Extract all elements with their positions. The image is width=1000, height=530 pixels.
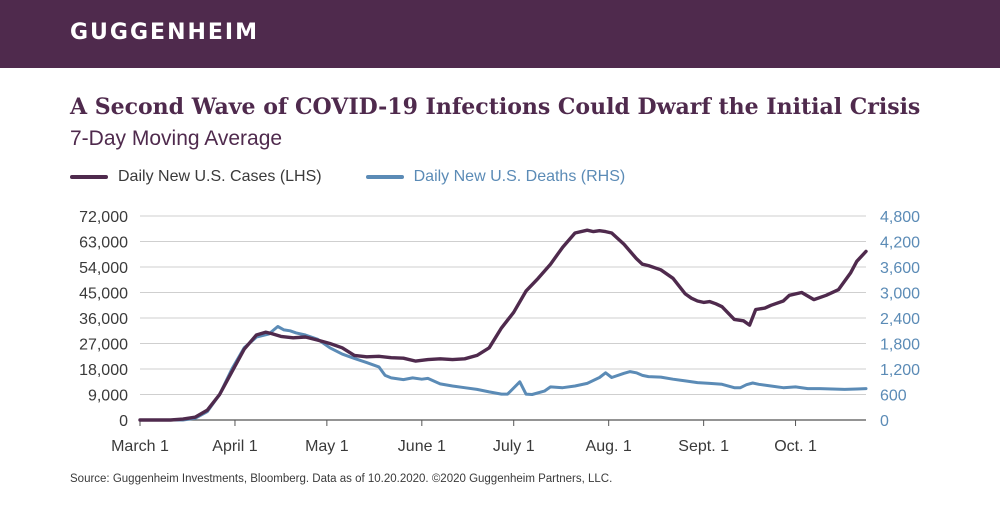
x-tick-label: July 1 [493,438,535,455]
y-tick-label-right: 1,200 [880,362,920,379]
deaths-line [138,325,868,422]
x-axis: March 1 April 1 May 1 June 1 July 1 Aug. 1 Sep… [111,420,817,455]
y-tick-label-left: 27,000 [79,337,128,354]
y-tick-label-right: 1,800 [880,337,920,354]
legend-item-cases: Daily New U.S. Cases (LHS) [70,168,322,186]
legend-item-deaths: Daily New U.S. Deaths (RHS) [365,168,626,186]
y-tick-label-right: 2,400 [880,311,920,328]
legend-swatch-deaths [365,175,404,179]
y-tick-label-right: 3,600 [880,260,920,277]
y-tick-label-right: 600 [880,388,907,405]
y-tick-label-right: 3,000 [880,286,920,303]
legend-swatch-cases [70,175,108,179]
y-tick-label-right: 0 [880,413,889,430]
legend-label-deaths: Daily New U.S. Deaths (RHS) [413,168,626,185]
chart-subtitle: 7-Day Moving Average [70,127,283,150]
chart-legend: Daily New U.S. Cases (LHS) Daily New U.S… [70,168,669,186]
header-banner: GUGGENHEIM [0,0,1000,68]
chart-series [138,228,868,422]
y-tick-label-left: 9,000 [88,388,128,405]
brand-logo: GUGGENHEIM [70,20,259,45]
y-tick-label-left: 63,000 [79,235,128,252]
chart-gridlines [140,215,866,421]
y-tick-label-left: 36,000 [79,311,128,328]
y-tick-label-left: 72,000 [79,209,128,226]
x-tick-label: April 1 [212,438,257,455]
x-tick-label: May 1 [305,438,349,455]
x-tick-label: Aug. 1 [586,438,632,455]
x-tick-label: March 1 [111,438,169,455]
x-tick-label: June 1 [398,438,446,455]
y-tick-label-left: 54,000 [79,260,128,277]
y-tick-label-right: 4,800 [880,209,920,226]
y-tick-label-left: 18,000 [79,362,128,379]
cases-line [138,228,868,422]
y-axis-left: 72,000 63,000 54,000 45,000 36,000 27,000 18,0… [79,209,128,430]
y-tick-label-left: 45,000 [79,286,128,303]
y-tick-label-left: 0 [119,413,128,430]
legend-label-cases: Daily New U.S. Cases (LHS) [118,168,322,185]
chart-title: A Second Wave of COVID-19 Infections Cou… [70,94,921,120]
y-axis-right: 4,800 4,200 3,600 3,000 2,400 1,800 1,200 600 0 [880,209,920,430]
x-tick-label: Oct. 1 [774,438,817,455]
x-tick-label: Sept. 1 [678,438,729,455]
source-note: Source: Guggenheim Investments, Bloomber… [70,473,613,485]
y-tick-label-right: 4,200 [880,235,920,252]
